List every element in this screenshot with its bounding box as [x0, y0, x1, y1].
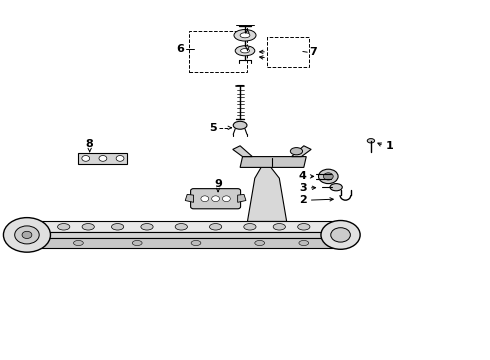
- Ellipse shape: [191, 240, 201, 246]
- Text: 1: 1: [386, 141, 393, 151]
- Circle shape: [15, 226, 39, 244]
- Circle shape: [212, 196, 220, 202]
- Ellipse shape: [273, 224, 285, 230]
- Circle shape: [321, 220, 360, 249]
- Ellipse shape: [141, 224, 153, 230]
- Ellipse shape: [58, 224, 70, 230]
- FancyBboxPatch shape: [191, 189, 241, 209]
- Text: 4: 4: [299, 171, 307, 181]
- Ellipse shape: [175, 224, 187, 230]
- Ellipse shape: [240, 33, 250, 38]
- Ellipse shape: [255, 240, 265, 246]
- Ellipse shape: [299, 240, 309, 246]
- Polygon shape: [20, 238, 333, 248]
- Polygon shape: [240, 157, 306, 167]
- Circle shape: [116, 156, 124, 161]
- Ellipse shape: [297, 224, 310, 230]
- Ellipse shape: [210, 224, 221, 230]
- Text: 9: 9: [214, 179, 222, 189]
- Text: 6: 6: [176, 44, 184, 54]
- Polygon shape: [292, 146, 311, 157]
- Polygon shape: [238, 194, 246, 202]
- Polygon shape: [247, 166, 287, 221]
- Ellipse shape: [244, 224, 256, 230]
- Circle shape: [201, 196, 209, 202]
- Circle shape: [22, 231, 32, 238]
- Text: 3: 3: [299, 183, 307, 193]
- Ellipse shape: [132, 240, 142, 246]
- Ellipse shape: [291, 148, 303, 155]
- Polygon shape: [185, 194, 194, 202]
- Bar: [267, 37, 309, 67]
- Text: 8: 8: [86, 139, 94, 149]
- Text: 2: 2: [299, 195, 307, 205]
- Circle shape: [99, 156, 107, 161]
- Circle shape: [222, 196, 230, 202]
- Circle shape: [318, 169, 338, 184]
- Polygon shape: [233, 146, 252, 157]
- Text: 7: 7: [310, 47, 318, 57]
- Circle shape: [331, 228, 350, 242]
- Circle shape: [323, 173, 333, 180]
- Polygon shape: [20, 221, 333, 232]
- Bar: [78, 153, 127, 164]
- Ellipse shape: [235, 46, 255, 56]
- Ellipse shape: [368, 139, 375, 143]
- Ellipse shape: [234, 30, 256, 41]
- Polygon shape: [20, 232, 333, 238]
- Ellipse shape: [241, 49, 249, 53]
- Ellipse shape: [74, 240, 83, 246]
- Ellipse shape: [82, 224, 94, 230]
- Circle shape: [82, 156, 90, 161]
- Text: 5: 5: [209, 123, 217, 133]
- Bar: [189, 31, 247, 72]
- Ellipse shape: [330, 184, 342, 191]
- Circle shape: [3, 217, 50, 252]
- Ellipse shape: [111, 224, 123, 230]
- Ellipse shape: [233, 121, 247, 129]
